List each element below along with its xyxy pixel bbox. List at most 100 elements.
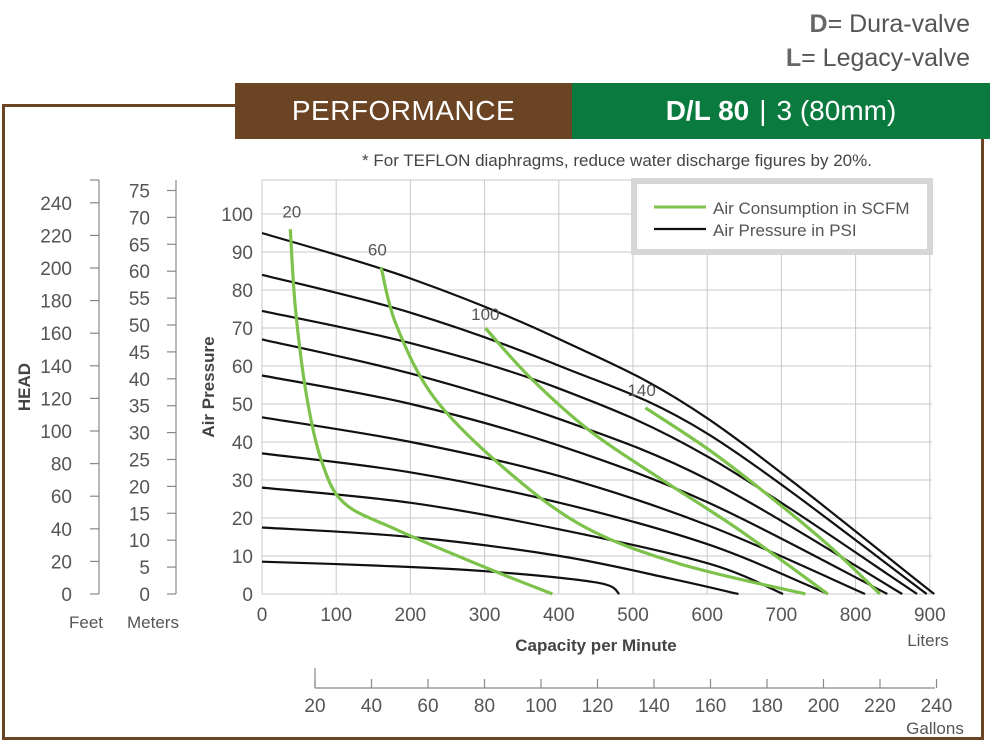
feet-tick-label: 100 bbox=[40, 422, 72, 443]
feet-tick-label: 200 bbox=[40, 259, 72, 280]
gallons-tick-label: 20 bbox=[304, 696, 325, 717]
y-tick-label: 70 bbox=[232, 319, 253, 340]
feet-tick-label: 180 bbox=[40, 292, 72, 313]
meters-tick-label: 5 bbox=[139, 558, 150, 579]
feet-tick-label: 240 bbox=[40, 194, 72, 215]
x-tick-label: 700 bbox=[766, 605, 798, 626]
gallons-tick-label: 80 bbox=[474, 696, 495, 717]
x-axis-title: Capacity per Minute bbox=[515, 636, 677, 655]
gallons-tick-label: 60 bbox=[417, 696, 438, 717]
x-tick-label: 900 bbox=[914, 605, 946, 626]
y-tick-label: 80 bbox=[232, 281, 253, 302]
model-name: D/L 80 bbox=[665, 95, 750, 126]
d-letter: D bbox=[809, 10, 828, 38]
feet-tick-label: 140 bbox=[40, 357, 72, 378]
air-curve-100scfm bbox=[484, 326, 829, 596]
meters-tick-label: 20 bbox=[129, 477, 150, 498]
y-tick-label: 0 bbox=[242, 585, 253, 606]
meters-tick-label: 15 bbox=[129, 504, 150, 525]
x-tick-label: 0 bbox=[257, 605, 268, 626]
y-tick-label: 90 bbox=[232, 243, 253, 264]
feet-unit-label: Feet bbox=[69, 613, 103, 632]
model-size: 3 (80mm) bbox=[776, 95, 897, 126]
x-tick-label: 600 bbox=[691, 605, 723, 626]
feet-tick-label: 20 bbox=[51, 552, 72, 573]
pressure-curve-50psi bbox=[261, 416, 866, 596]
feet-tick-label: 60 bbox=[51, 487, 72, 508]
legend-label-air: Air Consumption in SCFM bbox=[713, 199, 910, 218]
meters-tick-label: 65 bbox=[129, 235, 150, 256]
pressure-curve-10psi bbox=[261, 560, 621, 595]
y-tick-label: 50 bbox=[232, 395, 253, 416]
model-banner: D/L 80 | 3 (80mm) bbox=[572, 83, 990, 139]
meters-tick-label: 35 bbox=[129, 397, 150, 418]
pressure-curve-90psi bbox=[261, 273, 928, 595]
gallons-tick-label: 180 bbox=[751, 696, 783, 717]
pressure-curve-30psi bbox=[261, 486, 784, 596]
x-tick-label: 500 bbox=[617, 605, 649, 626]
meters-tick-label: 60 bbox=[129, 262, 150, 283]
meters-tick-label: 70 bbox=[129, 208, 150, 229]
head-axis-title: HEAD bbox=[15, 363, 34, 411]
x-unit-liters: Liters bbox=[907, 631, 949, 650]
air-curve-60scfm bbox=[379, 266, 806, 596]
y-tick-label: 60 bbox=[232, 357, 253, 378]
gallons-tick-label: 100 bbox=[525, 696, 557, 717]
gallons-tick-label: 200 bbox=[808, 696, 840, 717]
air-curve-label-20: 20 bbox=[282, 203, 301, 222]
y-axis-title: Air Pressure bbox=[199, 336, 218, 437]
legacy-valve-key: L= Legacy-valve bbox=[786, 44, 970, 73]
x-tick-label: 100 bbox=[320, 605, 352, 626]
x-tick-label: 200 bbox=[395, 605, 427, 626]
gallons-tick-label: 120 bbox=[582, 696, 614, 717]
pressure-curve-40psi bbox=[261, 452, 829, 596]
gallons-tick-label: 160 bbox=[695, 696, 727, 717]
meters-tick-label: 0 bbox=[139, 585, 150, 606]
meters-tick-label: 50 bbox=[129, 316, 150, 337]
l-text: = Legacy-valve bbox=[801, 44, 970, 72]
x-tick-label: 800 bbox=[840, 605, 872, 626]
meters-tick-label: 45 bbox=[129, 343, 150, 364]
meters-tick-label: 10 bbox=[129, 531, 150, 552]
pressure-curve-80psi bbox=[261, 309, 918, 595]
meters-tick-label: 55 bbox=[129, 289, 150, 310]
pressure-curve-70psi bbox=[261, 338, 903, 595]
y-tick-label: 100 bbox=[221, 205, 253, 226]
gallons-tick-label: 220 bbox=[864, 696, 896, 717]
meters-tick-label: 75 bbox=[129, 182, 150, 203]
gallons-tick-label: 40 bbox=[361, 696, 382, 717]
feet-tick-label: 0 bbox=[61, 585, 72, 606]
meters-unit-label: Meters bbox=[127, 613, 179, 632]
air-curve-label-60: 60 bbox=[368, 241, 387, 260]
feet-tick-label: 120 bbox=[40, 389, 72, 410]
feet-tick-label: 160 bbox=[40, 324, 72, 345]
air-curve-label-140: 140 bbox=[627, 381, 655, 400]
gallons-tick-label: 240 bbox=[921, 696, 953, 717]
dura-valve-key: D= Dura-valve bbox=[810, 10, 970, 39]
x-tick-label: 400 bbox=[543, 605, 575, 626]
air-curve-label-100: 100 bbox=[471, 305, 499, 324]
x-tick-label: 300 bbox=[469, 605, 501, 626]
meters-tick-label: 40 bbox=[129, 370, 150, 391]
legend-box bbox=[631, 178, 933, 255]
legend-label-pressure: Air Pressure in PSI bbox=[713, 221, 857, 240]
pressure-curve-60psi bbox=[261, 374, 888, 595]
gallons-unit-label: Gallons bbox=[906, 719, 964, 738]
l-letter: L bbox=[785, 44, 802, 72]
model-separator: | bbox=[759, 95, 767, 126]
feet-tick-label: 80 bbox=[51, 455, 72, 476]
y-tick-label: 10 bbox=[232, 547, 253, 568]
feet-tick-label: 40 bbox=[51, 520, 72, 541]
y-tick-label: 30 bbox=[232, 471, 253, 492]
meters-tick-label: 30 bbox=[129, 424, 150, 445]
feet-tick-label: 220 bbox=[40, 226, 72, 247]
pressure-curve-20psi bbox=[261, 526, 739, 596]
d-text: = Dura-valve bbox=[827, 10, 970, 38]
pressure-curve-100psi bbox=[261, 231, 935, 595]
air-curve-20scfm bbox=[288, 229, 553, 596]
y-tick-label: 40 bbox=[232, 433, 253, 454]
air-curve-140scfm bbox=[644, 406, 881, 596]
meters-tick-label: 25 bbox=[129, 451, 150, 472]
teflon-note: * For TEFLON diaphragms, reduce water di… bbox=[362, 151, 872, 170]
